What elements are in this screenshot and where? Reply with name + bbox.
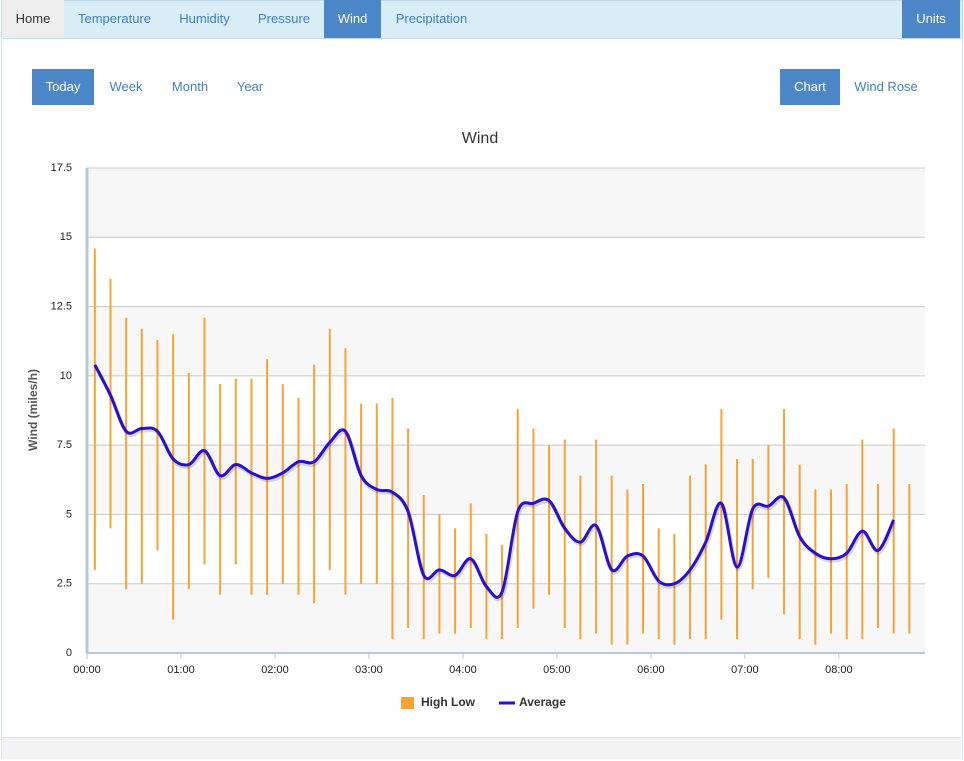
y-tick-label: 17.5: [51, 162, 72, 174]
plot-band: [87, 445, 925, 515]
y-tick-label: 12.5: [51, 300, 72, 312]
y-tick-label: 15: [60, 231, 72, 243]
plot-band: [87, 168, 925, 238]
nav-tab[interactable]: Wind: [324, 0, 381, 38]
y-axis-label: Wind (miles/h): [26, 369, 40, 451]
nav-tab[interactable]: Precipitation: [395, 11, 468, 26]
y-tick-label: 10: [60, 370, 72, 382]
period-tab[interactable]: Month: [171, 79, 209, 94]
legend-swatch[interactable]: [401, 697, 414, 709]
y-tick-label: 7.5: [57, 439, 72, 451]
line-shadow: [94, 365, 897, 602]
x-tick-label: 05:00: [543, 664, 571, 676]
y-tick-label: 5: [66, 508, 72, 520]
view-tab[interactable]: Wind Rose: [854, 79, 918, 94]
chart-title: Wind: [462, 130, 498, 147]
plot-band: [87, 306, 925, 376]
footer-strip: [2, 737, 961, 759]
nav-tab[interactable]: Pressure: [257, 11, 311, 26]
view-tab[interactable]: Chart: [780, 69, 840, 105]
x-tick-label: 08:00: [825, 664, 853, 676]
legend-label[interactable]: Average: [519, 695, 566, 709]
chart: Wind Wind (miles/h) 0 2.5 5 7.5 10 12.5 15 17.5…: [26, 130, 925, 709]
nav-bar: [1, 0, 963, 39]
nav-tab[interactable]: Home: [2, 0, 64, 38]
x-tick-label: 03:00: [355, 664, 383, 676]
units-button[interactable]: Units: [902, 0, 960, 38]
nav-tab[interactable]: Temperature: [78, 11, 151, 26]
y-tick-label: 2.5: [57, 578, 72, 590]
x-tick-label: 01:00: [167, 664, 195, 676]
y-tick-label: 0: [66, 647, 72, 659]
plot-band: [87, 583, 925, 653]
x-tick-label: 06:00: [637, 664, 665, 676]
average-line: [93, 364, 896, 599]
x-tick-label: 04:00: [449, 664, 477, 676]
x-tick-label: 02:00: [261, 664, 289, 676]
period-tab[interactable]: Week: [109, 79, 143, 94]
legend-label[interactable]: High Low: [421, 695, 476, 709]
x-tick-label: 07:00: [731, 664, 759, 676]
period-tab[interactable]: Year: [236, 79, 264, 94]
x-tick-label: 00:00: [73, 664, 101, 676]
period-tab[interactable]: Today: [32, 69, 94, 105]
nav-tab[interactable]: Humidity: [179, 11, 230, 26]
